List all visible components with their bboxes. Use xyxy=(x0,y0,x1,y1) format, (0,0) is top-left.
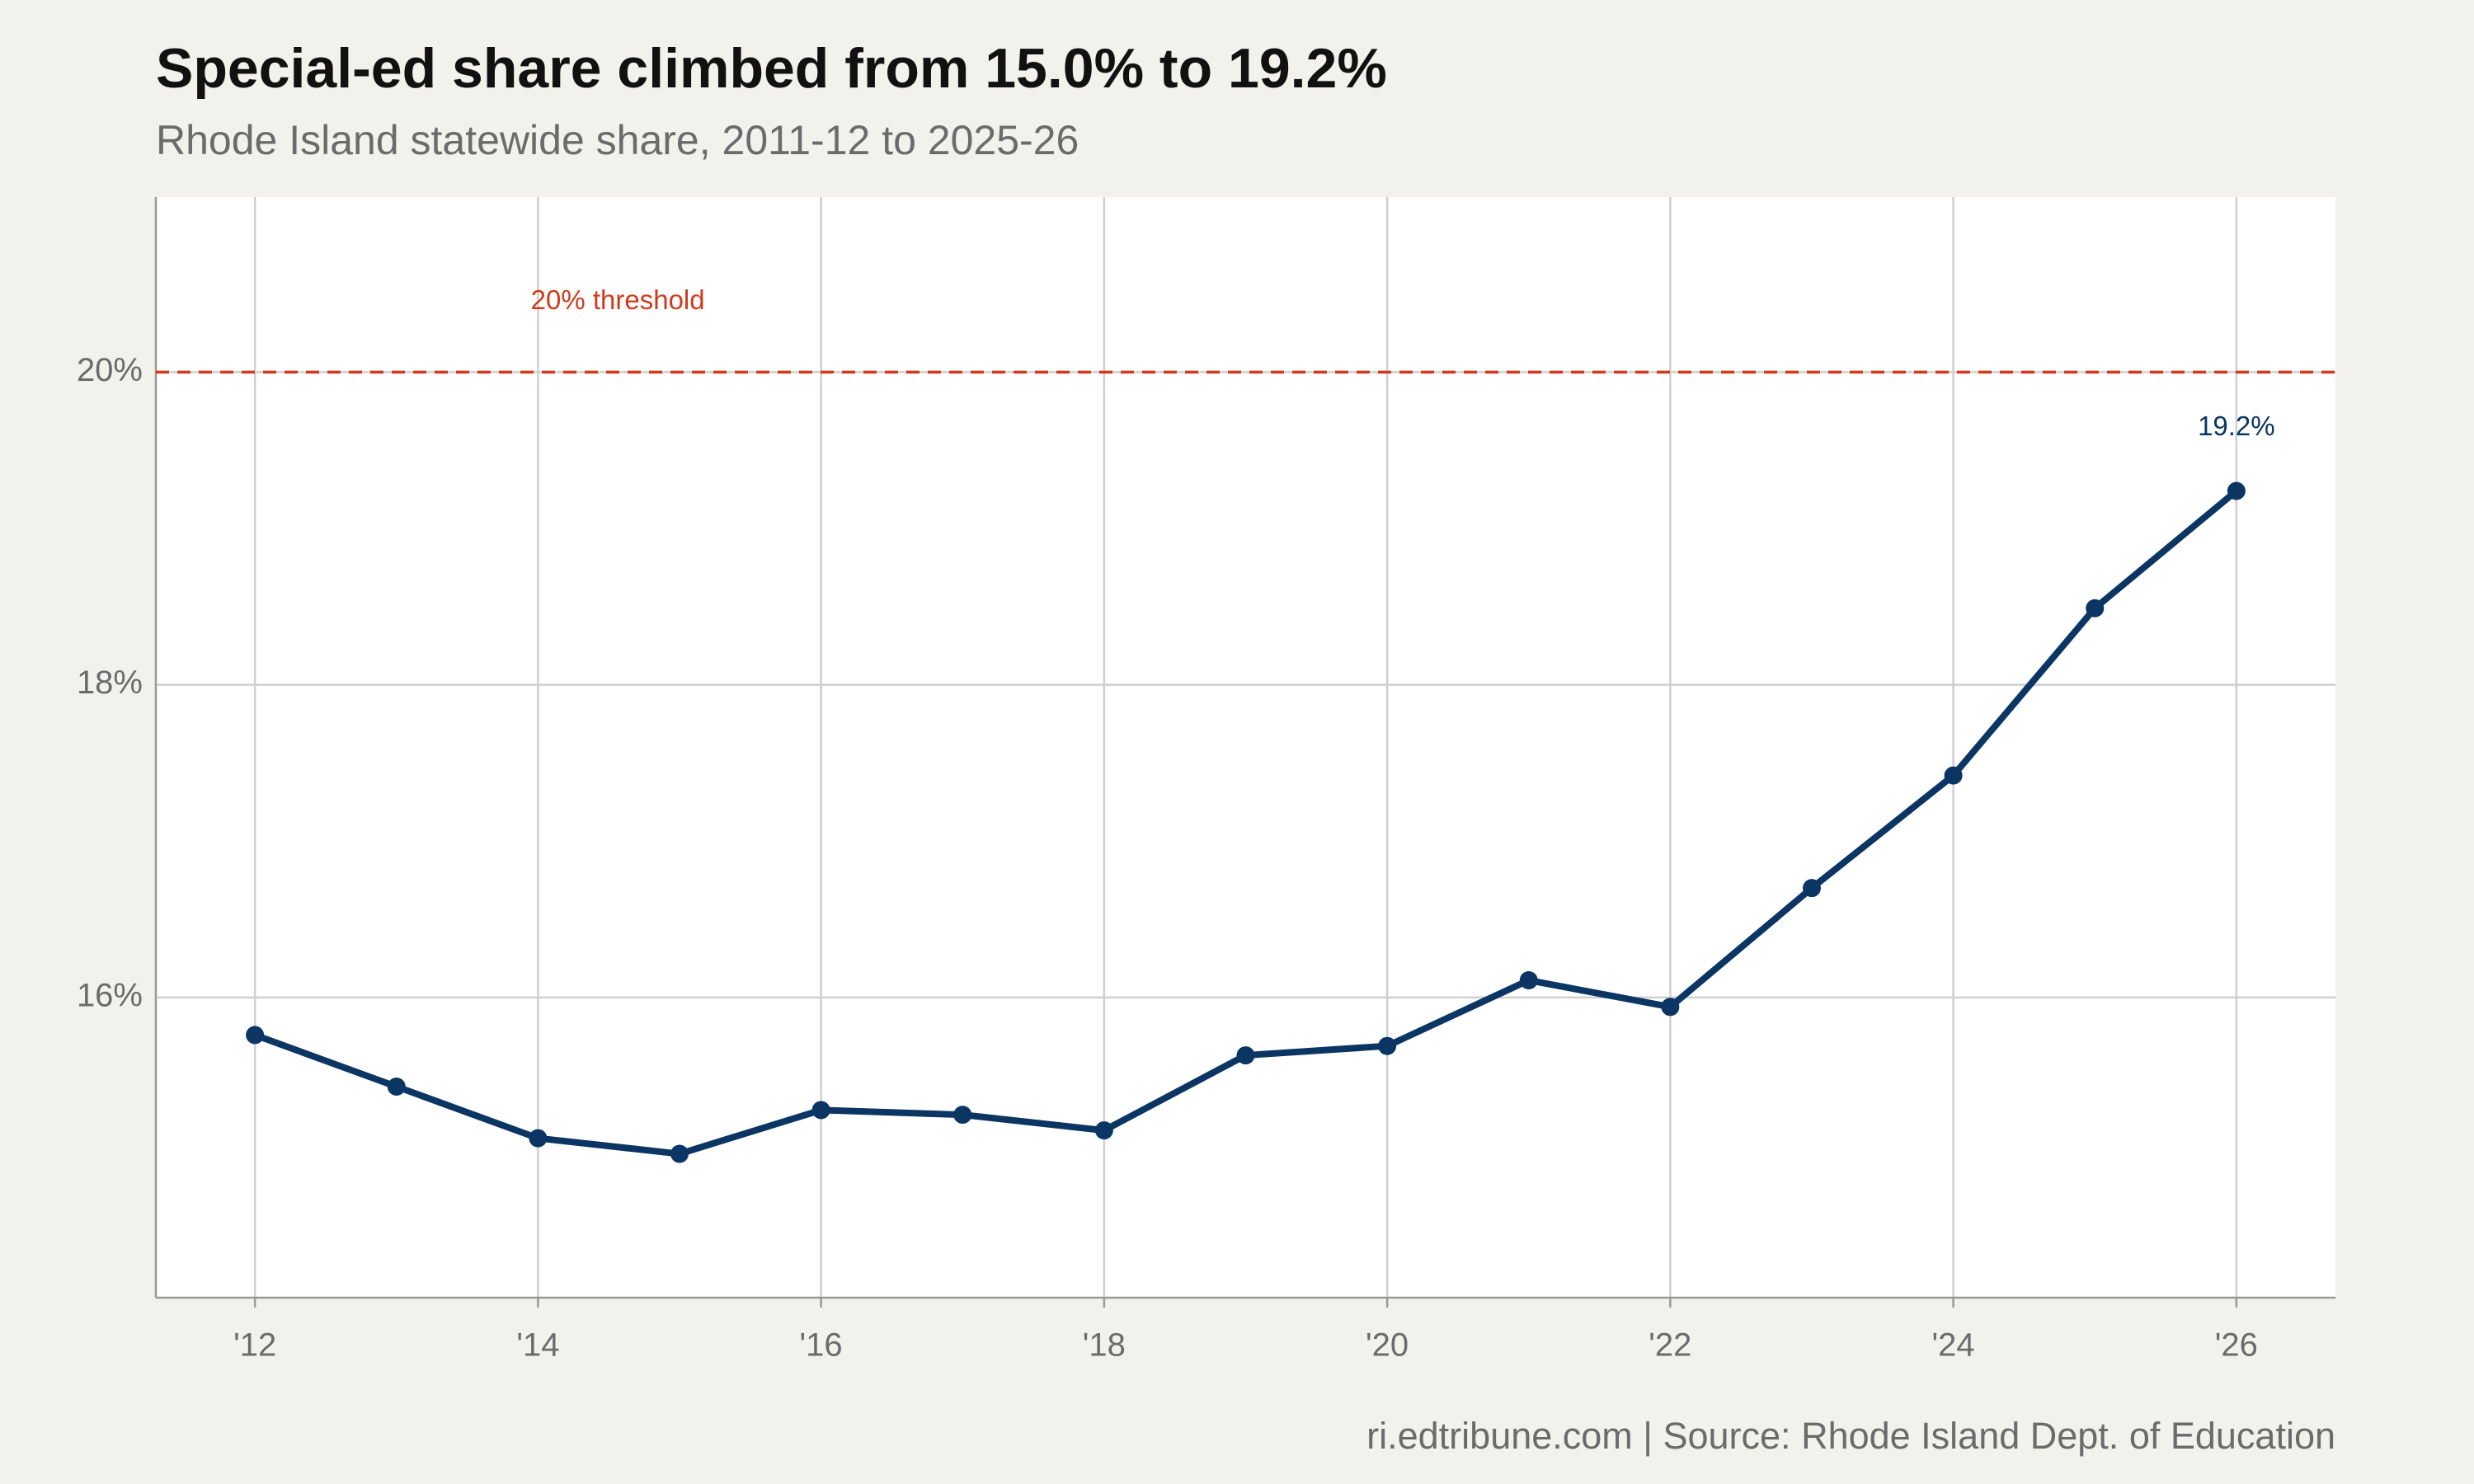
x-tick-label: '22 xyxy=(1649,1327,1691,1364)
threshold-label: 20% threshold xyxy=(531,284,705,315)
x-tick-label: '14 xyxy=(516,1327,559,1364)
data-point xyxy=(1236,1046,1255,1065)
data-point xyxy=(529,1129,548,1148)
data-label: 19.2% xyxy=(2198,411,2275,441)
x-tick-label: '16 xyxy=(800,1327,843,1364)
x-tick-label: '12 xyxy=(233,1327,276,1364)
data-point xyxy=(246,1026,265,1045)
y-tick-label: 20% xyxy=(77,352,143,388)
caption: ri.edtribune.com | Source: Rhode Island … xyxy=(1366,1415,2335,1457)
data-point xyxy=(670,1144,689,1163)
data-point xyxy=(1094,1121,1113,1140)
x-tick-label: '24 xyxy=(1932,1327,1975,1364)
data-point xyxy=(953,1106,972,1125)
x-tick-label: '20 xyxy=(1366,1327,1409,1364)
data-point xyxy=(387,1077,406,1096)
data-point xyxy=(1378,1036,1397,1055)
data-point xyxy=(811,1101,830,1120)
chart-title: Special-ed share climbed from 15.0% to 1… xyxy=(156,37,1387,100)
y-tick-label: 16% xyxy=(77,977,143,1013)
data-point xyxy=(1519,971,1538,990)
data-point xyxy=(1661,998,1680,1017)
chart-subtitle: Rhode Island statewide share, 2011-12 to… xyxy=(156,117,1079,163)
x-tick-label: '18 xyxy=(1083,1327,1126,1364)
data-point xyxy=(2086,599,2105,618)
data-point xyxy=(1802,879,1821,898)
data-point xyxy=(1944,766,1963,785)
plot-area xyxy=(156,197,2335,1298)
data-point xyxy=(2227,481,2246,500)
x-tick-label: '26 xyxy=(2215,1327,2258,1364)
y-tick-label: 18% xyxy=(77,665,143,701)
